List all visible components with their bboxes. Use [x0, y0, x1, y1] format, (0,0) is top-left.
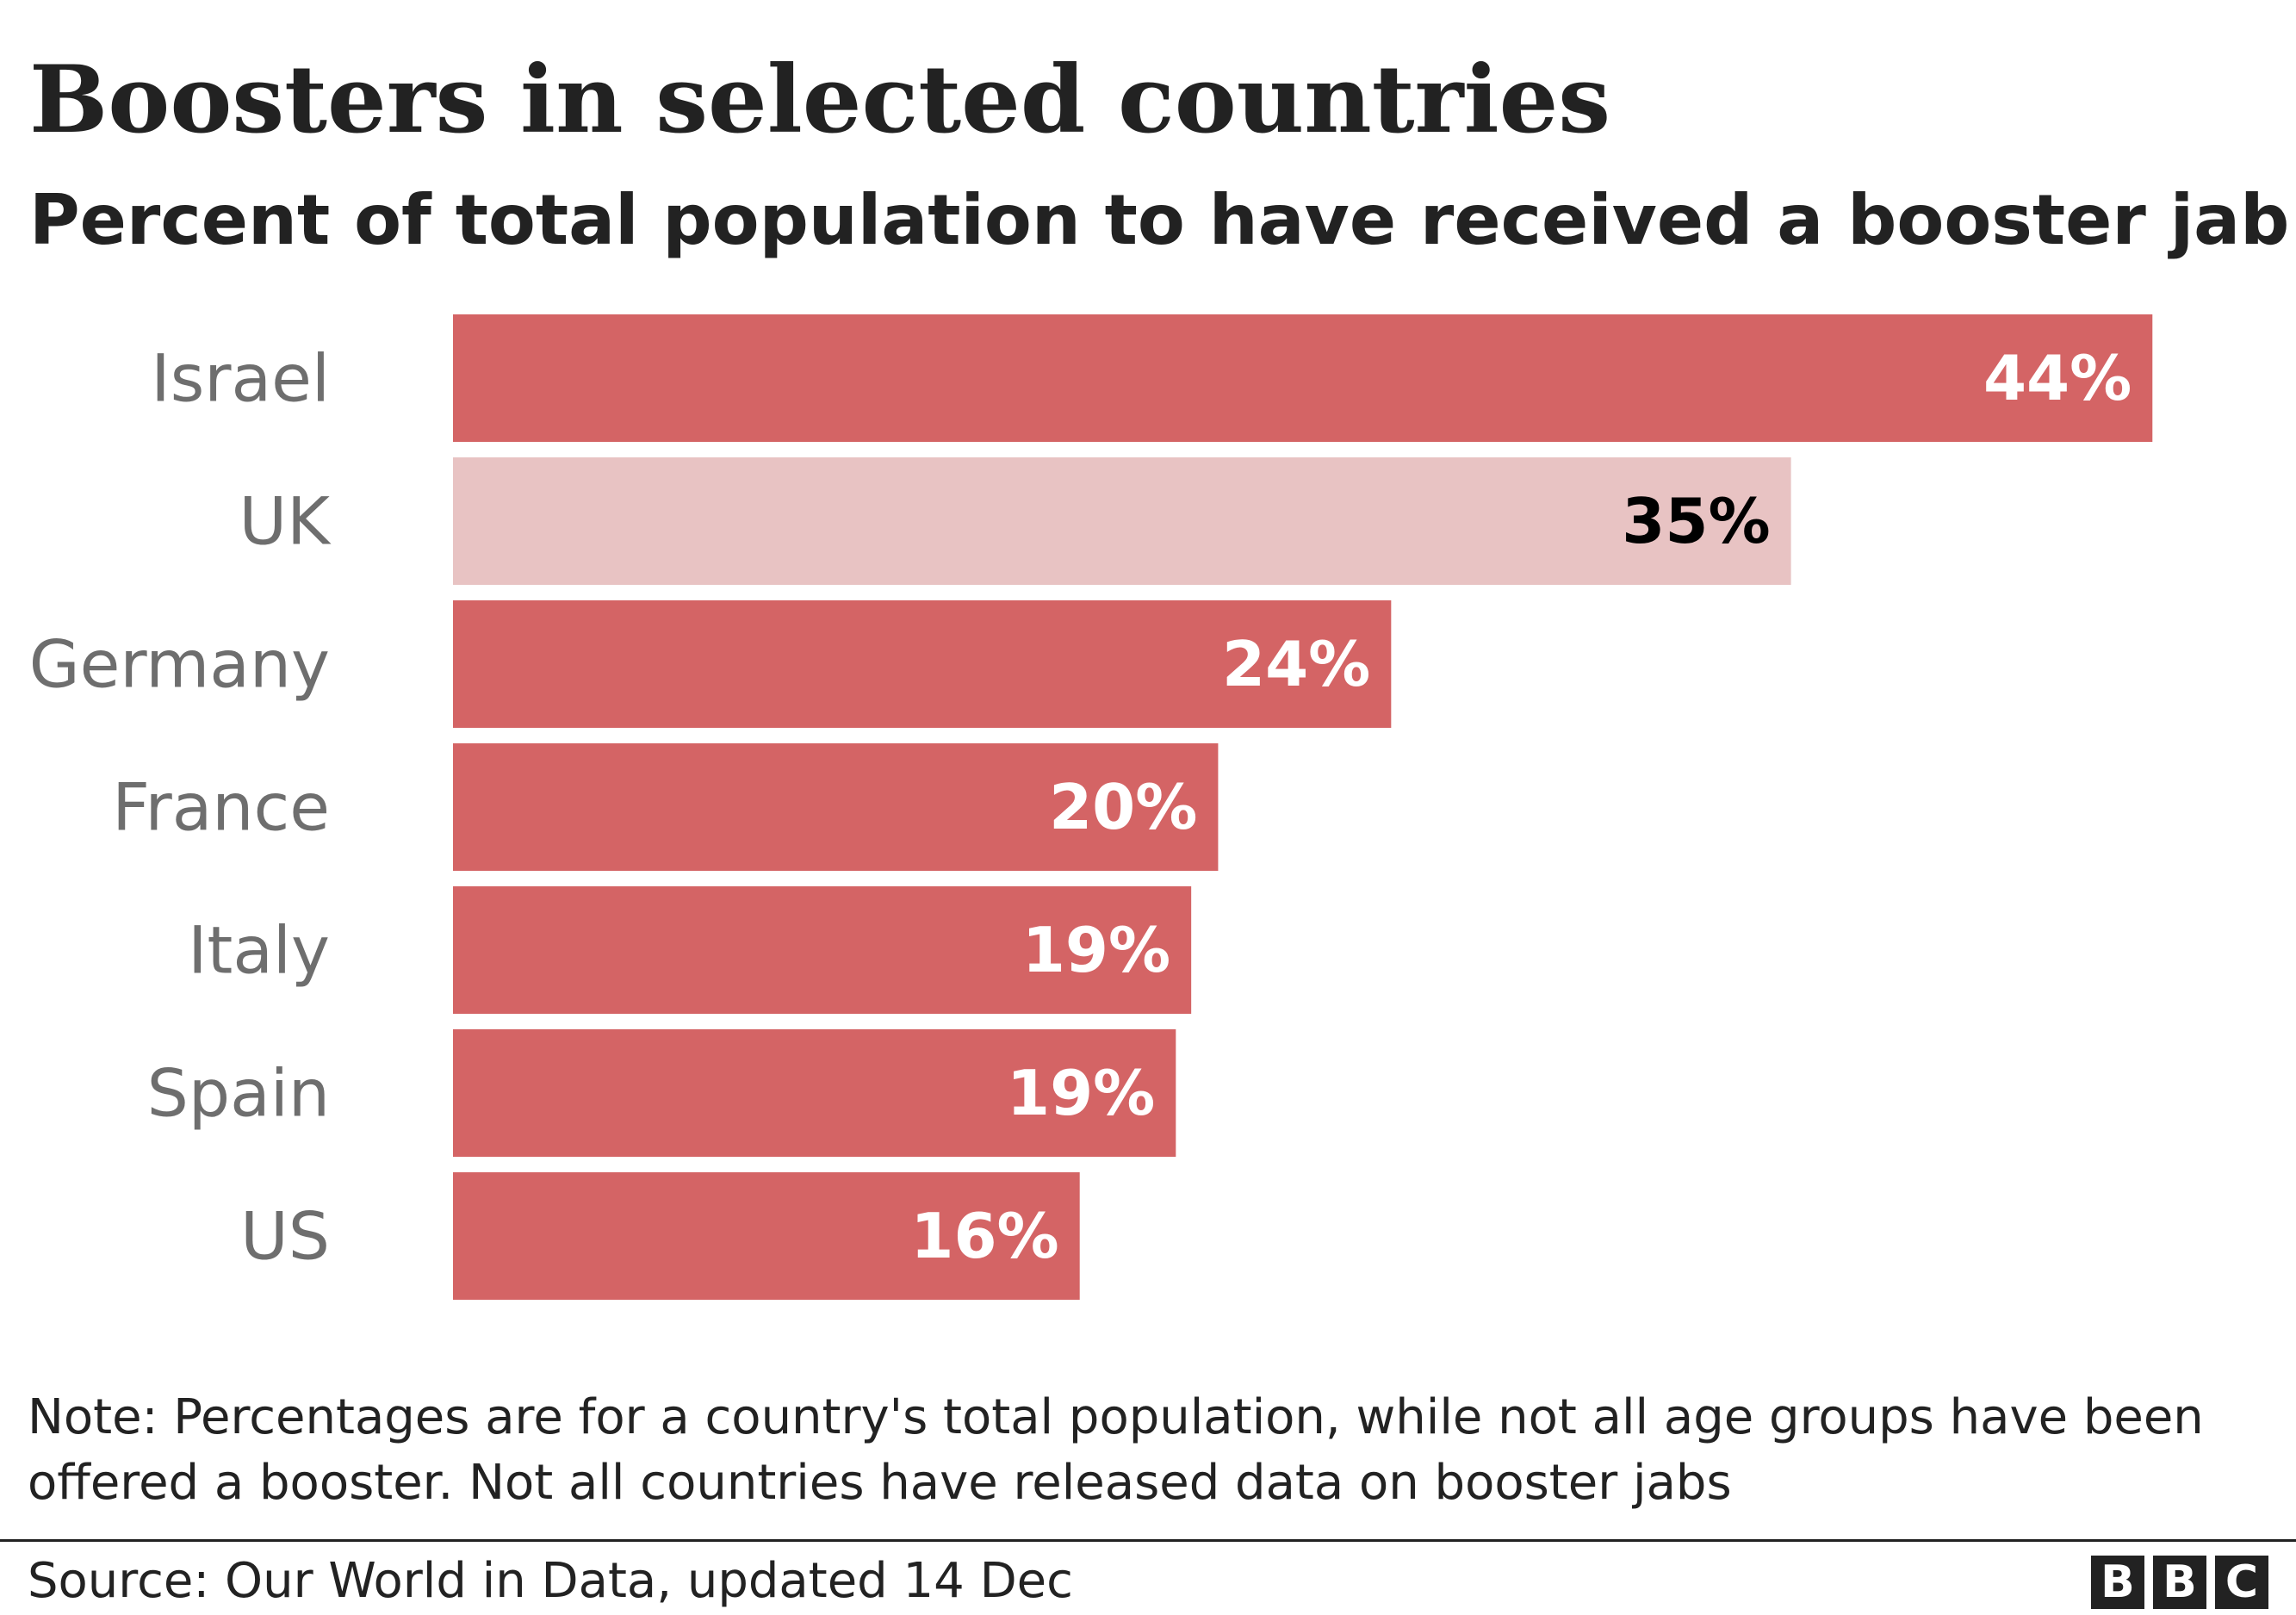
- bar-germany: [453, 600, 1392, 728]
- category-label: France: [112, 769, 330, 846]
- chart-source: Source: Our World in Data, updated 14 De…: [28, 1553, 1073, 1609]
- bbc-logo-letter: B: [2153, 1556, 2206, 1609]
- bar-spain: [453, 1029, 1176, 1157]
- value-label: 19%: [1007, 1057, 1155, 1129]
- category-label: Italy: [188, 912, 330, 989]
- bar-italy: [453, 886, 1192, 1014]
- category-label: Germany: [29, 626, 330, 703]
- chart-subtitle: Percent of total population to have rece…: [29, 180, 2290, 260]
- chart-title: Boosters in selected countries: [29, 46, 1611, 154]
- bbc-logo: B B C: [2091, 1556, 2268, 1609]
- category-label: Spain: [147, 1055, 330, 1132]
- footer-divider: [0, 1539, 2296, 1542]
- value-label: 35%: [1622, 485, 1770, 557]
- value-label: 16%: [910, 1200, 1058, 1272]
- bar-us: [453, 1172, 1080, 1300]
- bbc-logo-letter: C: [2215, 1556, 2268, 1609]
- value-label: 19%: [1022, 914, 1170, 986]
- bar-uk: [453, 457, 1791, 585]
- value-label: 20%: [1049, 771, 1197, 843]
- value-label: 44%: [1983, 342, 2132, 414]
- bbc-logo-letter: B: [2091, 1556, 2144, 1609]
- category-label: US: [240, 1198, 330, 1275]
- category-label: UK: [239, 483, 332, 560]
- bar-france: [453, 743, 1219, 871]
- chart-note: Note: Percentages are for a country's to…: [28, 1389, 2204, 1511]
- bar-israel: [453, 314, 2153, 442]
- value-label: 24%: [1222, 628, 1370, 700]
- category-label: Israel: [151, 340, 330, 417]
